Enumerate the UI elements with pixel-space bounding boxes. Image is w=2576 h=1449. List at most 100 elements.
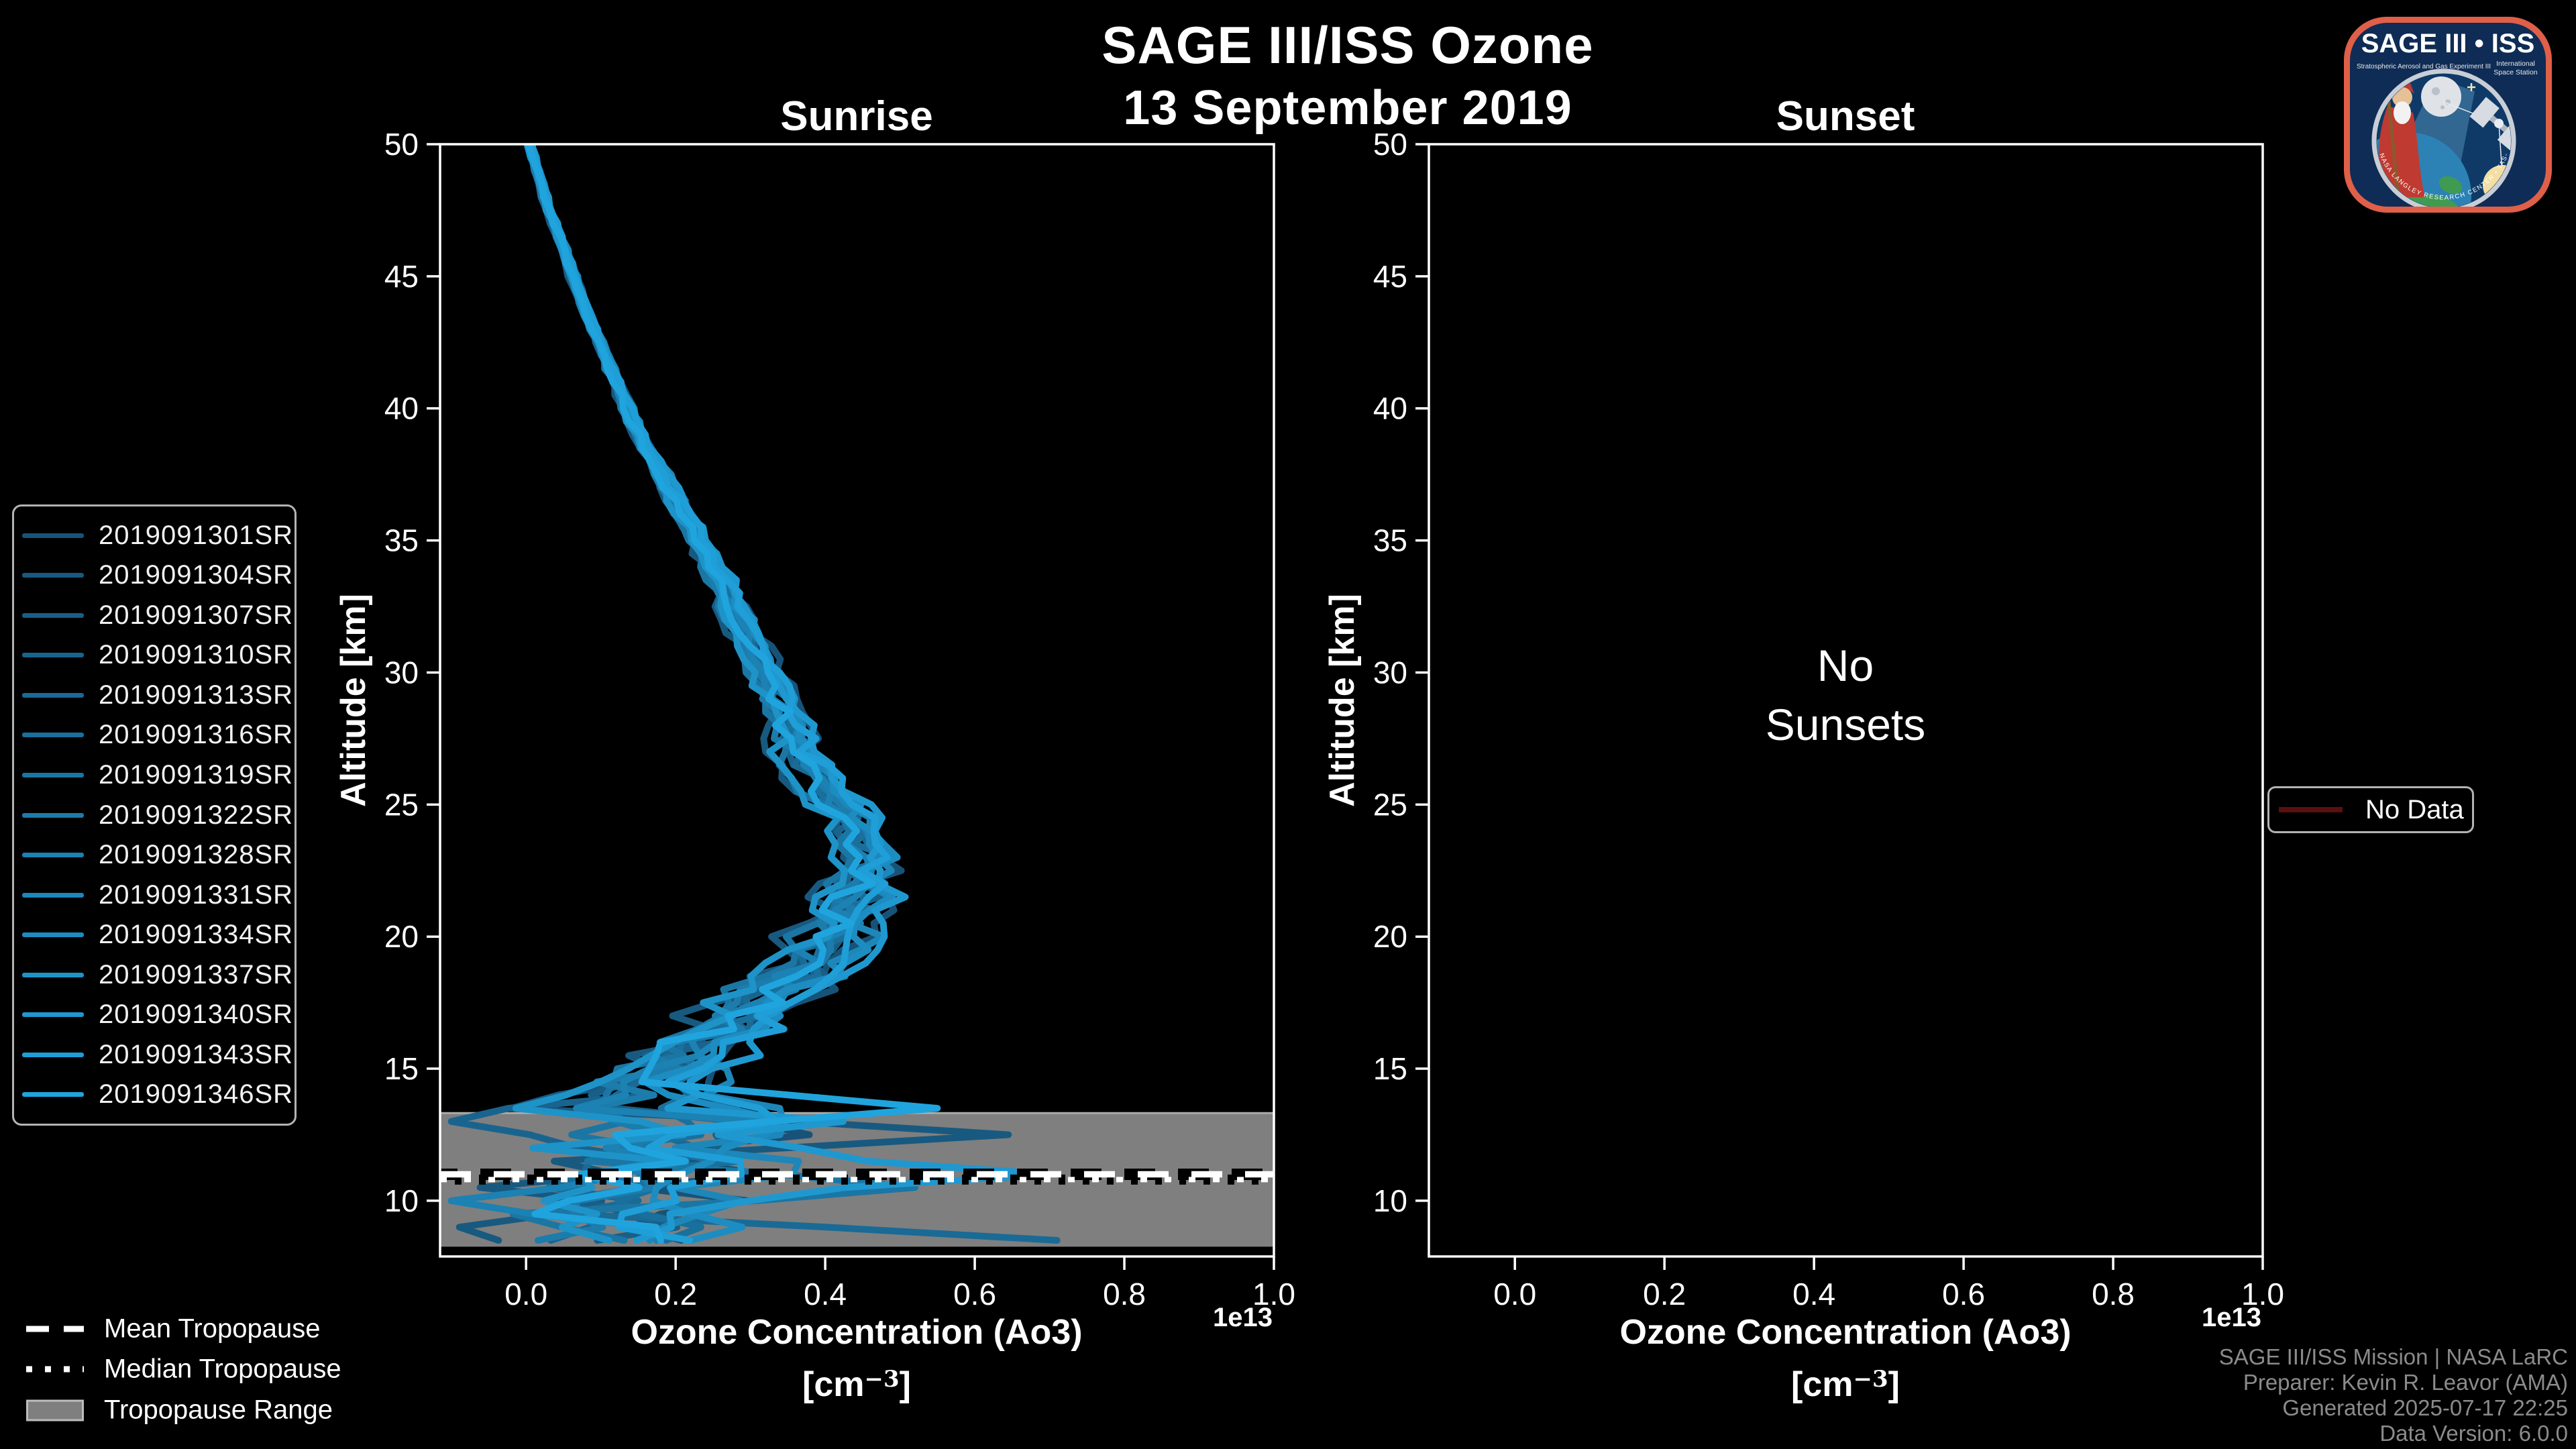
sunrise-x-axis-unit: [cm−3] — [802, 1364, 911, 1405]
mean-tropopause-legend-item: Mean Tropopause — [26, 1314, 320, 1344]
logo-subtitle-right-1: International — [2496, 60, 2535, 68]
legend-item-label: 2019091310SR — [99, 640, 294, 670]
legend-line-sample — [22, 1012, 84, 1018]
ozone-profile-2019091343SR — [529, 144, 891, 1244]
y-tick-label: 15 — [384, 1051, 419, 1086]
legend-item-label: 2019091307SR — [99, 600, 294, 630]
x-tick-label: 0.0 — [504, 1277, 547, 1311]
legend-item-2019091343SR: 2019091343SR — [14, 1040, 294, 1070]
unit-exponent: −3 — [864, 1366, 900, 1393]
sunset-x-axis-label: Ozone Concentration (Ao3) — [1619, 1313, 2072, 1352]
legend-item-2019091301SR: 2019091301SR — [14, 521, 294, 551]
legend-item-2019091322SR: 2019091322SR — [14, 800, 294, 830]
legend-line-sample — [22, 573, 84, 578]
x-tick-label: 0.2 — [654, 1277, 697, 1311]
attribution-mission: SAGE III/ISS Mission | NASA LaRC — [2218, 1344, 2568, 1369]
sage-iii-iss-logo: SAGE III • ISS Stratospheric Aerosol and… — [2344, 17, 2552, 213]
logo-subtitle-left: Stratospheric Aerosol and Gas Experiment… — [2357, 63, 2491, 70]
y-tick-label: 30 — [384, 655, 419, 690]
legend-line-sample — [22, 653, 84, 658]
ozone-profile-2019091304SR — [455, 144, 1012, 1244]
legend-line-sample — [22, 932, 84, 938]
unit-close: ] — [1888, 1365, 1900, 1404]
logo-subtitle-right-2: Space Station — [2493, 68, 2538, 76]
legend-line-sample — [22, 733, 84, 738]
y-tick-label: 20 — [384, 919, 419, 954]
x-tick-label: 1.0 — [1252, 1277, 1295, 1311]
logo-moon-crater — [2440, 105, 2445, 109]
legend-item-2019091307SR: 2019091307SR — [14, 600, 294, 631]
y-tick-label: 40 — [384, 391, 419, 426]
logo-iss — [2469, 97, 2511, 152]
figure-date: 13 September 2019 — [1123, 81, 1572, 135]
sunrise-panel-title: Sunrise — [780, 93, 933, 140]
legend-item-label: 2019091313SR — [99, 680, 294, 710]
legend-line-sample — [22, 853, 84, 858]
legend-line-sample — [22, 612, 84, 618]
x-tick-label: 0.8 — [2092, 1277, 2135, 1311]
legend-line-sample — [22, 972, 84, 977]
legend-item-2019091304SR: 2019091304SR — [14, 560, 294, 590]
x-tick-label: 0.8 — [1103, 1277, 1146, 1311]
y-tick-label: 45 — [384, 259, 419, 294]
logo-moon-crater — [2432, 87, 2440, 95]
legend-item-2019091319SR: 2019091319SR — [14, 760, 294, 790]
legend-item-label: 2019091340SR — [99, 1000, 294, 1030]
sunset-panel: 0.0 0.2 0.4 0.6 0.8 1.0 50 45 40 35 30 25 20 15 10 — [1373, 127, 2284, 1311]
y-tick-label: 35 — [384, 523, 419, 558]
legend-item-label: 2019091346SR — [99, 1079, 294, 1110]
sunset-x-axis-unit: [cm−3] — [1791, 1364, 1900, 1405]
no-sunsets-line1: No — [1817, 641, 1874, 690]
sunset-y-axis-label: Altitude [km] — [1323, 594, 1362, 807]
x-tick-label: 0.4 — [804, 1277, 847, 1311]
sunrise-axis-offset-label: 1e13 — [1213, 1303, 1273, 1332]
y-tick-label: 35 — [1373, 523, 1407, 558]
figure-title: SAGE III/ISS Ozone — [1102, 15, 1594, 74]
legend-item-2019091337SR: 2019091337SR — [14, 960, 294, 990]
legend-item-label: 2019091322SR — [99, 800, 294, 830]
x-tick-label: 0.2 — [1643, 1277, 1686, 1311]
legend-line-sample — [22, 1092, 84, 1097]
legend-item-2019091316SR: 2019091316SR — [14, 720, 294, 750]
legend-item-2019091328SR: 2019091328SR — [14, 840, 294, 870]
unit-close: ] — [899, 1365, 911, 1404]
y-tick-label: 45 — [1373, 259, 1407, 294]
tropopause-range-legend-item: Tropopause Range — [26, 1395, 333, 1426]
logo-earth-land — [2438, 176, 2463, 195]
no-data-label: No Data — [2365, 794, 2464, 824]
logo-moon — [2421, 76, 2461, 117]
sunrise-panel: 0.0 0.2 0.4 0.6 0.8 1.0 50 45 40 35 30 25 20 15 10 — [384, 127, 1295, 1311]
legend-item-label: 2019091343SR — [99, 1039, 294, 1069]
legend-item-label: 2019091304SR — [99, 560, 294, 590]
ozone-profile-2019091346SR — [525, 144, 941, 1244]
y-tick-label: 30 — [1373, 655, 1407, 690]
attribution-generated: Generated 2025-07-17 22:25 — [2282, 1395, 2568, 1420]
x-tick-label: 0.6 — [953, 1277, 996, 1311]
no-sunsets-line2: Sunsets — [1765, 700, 1926, 749]
x-tick-label: 1.0 — [2241, 1277, 2284, 1311]
y-tick-label: 25 — [1373, 787, 1407, 822]
legend-line-sample — [22, 812, 84, 818]
legend-item-2019091313SR: 2019091313SR — [14, 680, 294, 710]
attribution-block: SAGE III/ISS Mission | NASA LaRC Prepare… — [2219, 1344, 2568, 1446]
y-tick-label: 10 — [384, 1183, 419, 1218]
panel-frame — [1428, 143, 2264, 1258]
y-tick-label: 40 — [1373, 391, 1407, 426]
y-tick-label: 50 — [384, 127, 419, 162]
sunset-panel-title: Sunset — [1776, 93, 1915, 140]
median-tropopause-dot-sample — [26, 1366, 84, 1373]
legend-item-2019091331SR: 2019091331SR — [14, 880, 294, 910]
y-tick-label: 50 — [1373, 127, 1407, 162]
tropopause-range-sample — [26, 1399, 84, 1421]
no-sunsets-annotation: No Sunsets — [1766, 636, 1925, 754]
legend-item-label: 2019091319SR — [99, 759, 294, 790]
legend-item-label: 2019091328SR — [99, 840, 294, 870]
y-tick-label: 10 — [1373, 1183, 1407, 1218]
legend-line-sample — [22, 1052, 84, 1057]
legend-item-2019091340SR: 2019091340SR — [14, 1000, 294, 1030]
legend-item-2019091310SR: 2019091310SR — [14, 640, 294, 670]
legend-line-sample — [22, 772, 84, 777]
y-tick-label: 20 — [1373, 919, 1407, 954]
y-tick-label: 25 — [384, 787, 419, 822]
